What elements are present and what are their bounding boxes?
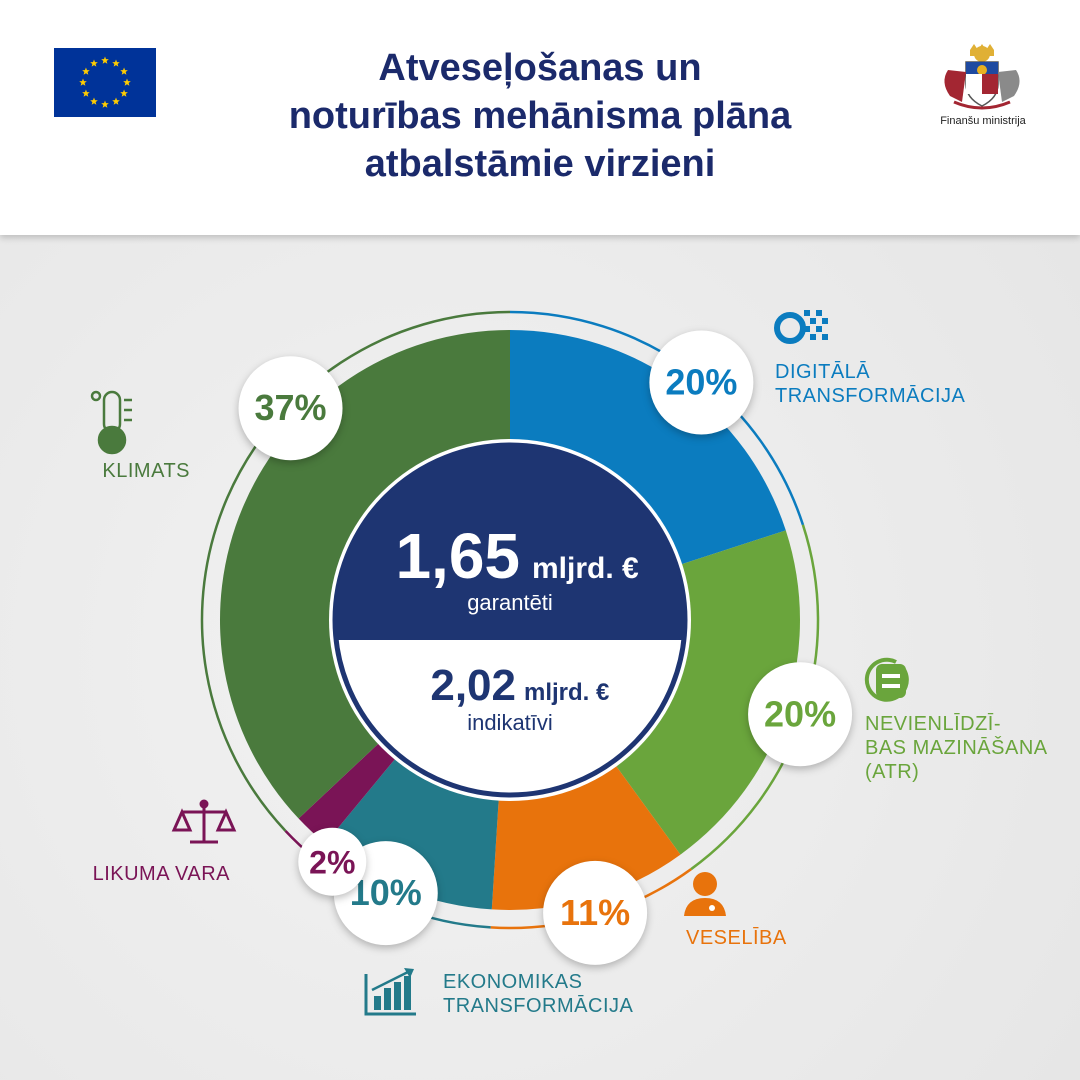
coat-of-arms-icon [944, 44, 1020, 110]
percent-bubble [298, 827, 367, 896]
guaranteed-label: garantēti [467, 590, 553, 615]
eu-star-icon [101, 56, 109, 64]
eu-star-icon [120, 89, 128, 97]
percent-label: 11% [560, 892, 630, 933]
gear-pixels-icon [774, 310, 828, 344]
eu-star-icon [90, 59, 98, 67]
category-label: VESELĪBA [686, 926, 787, 949]
percent-label: 10% [350, 872, 422, 913]
percent-bubble [649, 330, 754, 435]
center-top-half [335, 445, 685, 640]
equals-circle-icon [864, 657, 909, 702]
percent-label: 37% [254, 387, 326, 428]
percent-label: 20% [764, 693, 836, 734]
category-label: LIKUMA VARA [93, 863, 231, 885]
title-line-2: noturības mehānisma plāna [288, 95, 792, 137]
category-label: NEVIENLĪDZĪ-BAS MAZINĀŠANA (ATR) [865, 712, 1048, 783]
title-line-3: atbalstāmie virzieni [364, 143, 716, 185]
guaranteed-amount: 1,65 [395, 520, 520, 592]
eu-star-icon [79, 78, 87, 86]
percent-bubble [238, 356, 343, 461]
page-title: Atveseļošanas un noturības mehānisma plā… [200, 44, 880, 188]
eu-star-icon [112, 97, 120, 105]
guaranteed-unit: mljrd. € [532, 552, 639, 585]
category-label: DIGITĀLĀ TRANSFORMĀCIJA [775, 360, 966, 407]
percent-label: 2% [309, 845, 355, 881]
eu-star-icon [82, 67, 90, 75]
eu-star-icon [112, 59, 120, 67]
indicative-unit: mljrd. € [524, 679, 609, 706]
ministry-name: Finanšu ministrija [940, 115, 1026, 127]
header: Atveseļošanas un noturības mehānisma plā… [0, 0, 1080, 235]
eu-star-icon [120, 67, 128, 75]
thermometer-earth-icon [90, 390, 132, 455]
title-line-1: Atveseļošanas un [378, 47, 702, 89]
ministry-logo: Finanšu ministrija [918, 40, 1048, 140]
indicative-label: indikatīvi [467, 710, 553, 735]
category-label: KLIMATS [102, 460, 190, 482]
scales-icon [171, 799, 237, 844]
percent-bubble [748, 662, 853, 767]
eu-star-icon [82, 89, 90, 97]
percent-bubble [543, 860, 648, 965]
percent-label: 20% [665, 362, 737, 403]
eu-star-icon [101, 100, 109, 108]
eu-star-icon [123, 78, 131, 86]
category-label: EKONOMIKAS TRANSFORMĀCIJA [443, 971, 634, 1017]
ring-arc [200, 310, 511, 832]
indicative-amount: 2,02 [430, 661, 516, 710]
bar-chart-growth-icon [364, 968, 416, 1016]
doctor-icon [684, 872, 726, 916]
eu-star-icon [90, 97, 98, 105]
eu-flag-icon [54, 48, 156, 117]
